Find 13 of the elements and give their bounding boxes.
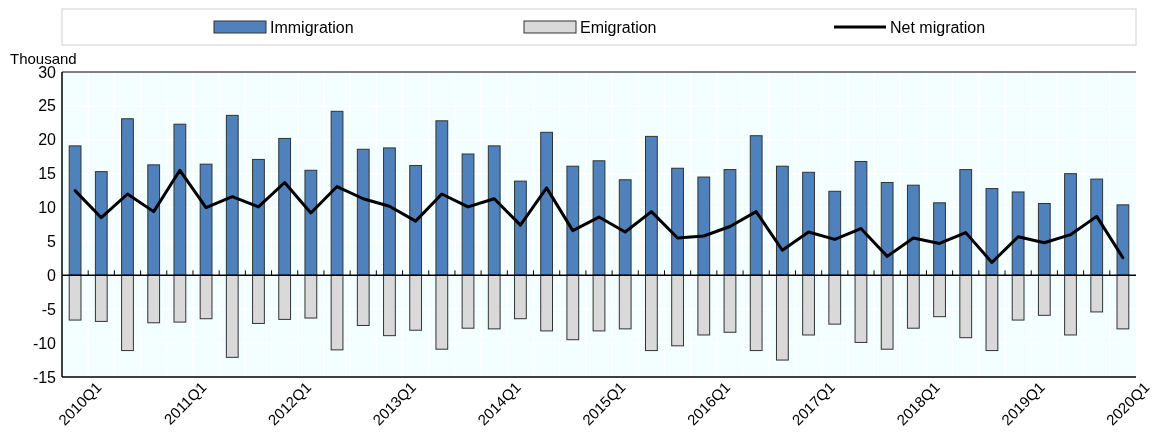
y-tick-label: 0 — [47, 266, 57, 284]
y-tick-label: 5 — [47, 233, 57, 251]
legend-label: Emigration — [580, 18, 657, 36]
legend-label: Net migration — [890, 18, 986, 36]
y-tick-label: 10 — [38, 199, 57, 217]
y-tick-label: 25 — [38, 97, 57, 115]
legend-label: Immigration — [270, 18, 354, 36]
y-tick-label: -15 — [32, 368, 57, 386]
line-series — [73, 168, 1125, 264]
y-tick-label: 15 — [38, 165, 57, 183]
y-tick-label: -5 — [41, 300, 57, 318]
y-tick-label: 20 — [38, 131, 57, 149]
y-tick-label: -10 — [32, 334, 57, 352]
